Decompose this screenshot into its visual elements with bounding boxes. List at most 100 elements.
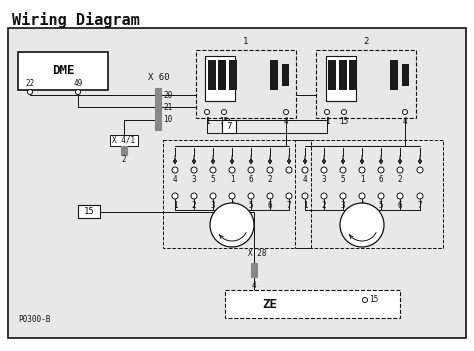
Bar <box>339 60 347 90</box>
Text: X 4/1: X 4/1 <box>112 135 136 145</box>
Text: 22: 22 <box>26 79 35 88</box>
Text: 2: 2 <box>398 175 402 184</box>
Text: 1: 1 <box>243 37 249 46</box>
Text: 15: 15 <box>339 117 348 126</box>
Text: Wiring Diagram: Wiring Diagram <box>12 12 140 28</box>
Text: ZE: ZE <box>262 298 277 311</box>
Text: 3: 3 <box>210 201 215 210</box>
Circle shape <box>210 193 216 199</box>
Circle shape <box>397 167 403 173</box>
Circle shape <box>340 203 384 247</box>
Text: 4: 4 <box>283 117 288 126</box>
Text: X 60: X 60 <box>148 73 170 82</box>
Bar <box>295 140 443 248</box>
Text: 4: 4 <box>303 175 307 184</box>
Text: 1: 1 <box>205 117 210 126</box>
Bar <box>78 205 100 218</box>
Circle shape <box>286 193 292 199</box>
Text: 2: 2 <box>268 175 272 184</box>
Circle shape <box>340 193 346 199</box>
Text: 20: 20 <box>163 91 172 99</box>
Circle shape <box>359 167 365 173</box>
Bar <box>316 50 416 118</box>
Text: 1: 1 <box>173 201 177 210</box>
Text: 1: 1 <box>230 175 234 184</box>
Circle shape <box>191 193 197 199</box>
Bar <box>326 56 356 101</box>
Bar <box>225 290 400 318</box>
Circle shape <box>229 193 235 199</box>
Bar <box>218 60 226 90</box>
Text: 7: 7 <box>226 122 232 131</box>
Text: 4: 4 <box>252 281 256 290</box>
Text: 3: 3 <box>341 201 346 210</box>
Text: 7: 7 <box>418 201 422 210</box>
Bar <box>251 263 257 277</box>
Bar <box>270 60 278 90</box>
Text: 49: 49 <box>73 79 82 88</box>
Circle shape <box>283 110 289 114</box>
Bar <box>208 60 216 90</box>
Circle shape <box>221 110 227 114</box>
Text: 3: 3 <box>322 175 326 184</box>
Circle shape <box>402 110 408 114</box>
Circle shape <box>378 167 384 173</box>
Text: 5: 5 <box>341 175 346 184</box>
Text: 4: 4 <box>173 175 177 184</box>
Text: 6: 6 <box>398 201 402 210</box>
Bar <box>282 64 289 86</box>
Circle shape <box>417 193 423 199</box>
Text: 21: 21 <box>163 102 172 112</box>
Bar <box>8 28 466 338</box>
Circle shape <box>210 167 216 173</box>
Text: 1: 1 <box>360 175 365 184</box>
Circle shape <box>229 167 235 173</box>
Text: 2: 2 <box>363 37 369 46</box>
Circle shape <box>321 193 327 199</box>
Circle shape <box>363 298 367 303</box>
Circle shape <box>75 90 81 94</box>
Text: 5: 5 <box>379 201 383 210</box>
Bar <box>390 60 398 90</box>
Circle shape <box>286 167 292 173</box>
Text: 1: 1 <box>303 201 307 210</box>
Circle shape <box>321 167 327 173</box>
Text: 4: 4 <box>360 201 365 210</box>
Text: 6: 6 <box>379 175 383 184</box>
Bar <box>402 64 409 86</box>
Text: 5: 5 <box>249 201 253 210</box>
Bar <box>205 56 235 101</box>
Circle shape <box>341 110 346 114</box>
Circle shape <box>417 167 423 173</box>
Circle shape <box>397 193 403 199</box>
Circle shape <box>172 167 178 173</box>
Bar <box>229 60 237 90</box>
Bar <box>222 120 236 133</box>
Text: X 28: X 28 <box>248 249 266 258</box>
Circle shape <box>302 167 308 173</box>
Text: DME: DME <box>52 65 74 78</box>
Text: 7: 7 <box>287 201 292 210</box>
Circle shape <box>267 193 273 199</box>
Circle shape <box>210 203 254 247</box>
Text: 10: 10 <box>163 115 172 125</box>
Text: 6: 6 <box>268 201 272 210</box>
Circle shape <box>340 167 346 173</box>
Text: P0300-B: P0300-B <box>18 316 50 325</box>
Circle shape <box>302 193 308 199</box>
Circle shape <box>267 167 273 173</box>
Bar <box>18 52 108 90</box>
Bar <box>163 140 311 248</box>
Circle shape <box>325 110 329 114</box>
Bar <box>349 60 357 90</box>
Text: 15: 15 <box>83 207 94 216</box>
Circle shape <box>248 193 254 199</box>
Circle shape <box>172 193 178 199</box>
Circle shape <box>204 110 210 114</box>
Text: 1: 1 <box>325 117 329 126</box>
Circle shape <box>248 167 254 173</box>
Text: 2: 2 <box>122 154 126 164</box>
Text: 4: 4 <box>403 117 407 126</box>
Text: 15: 15 <box>219 117 228 126</box>
Text: 2: 2 <box>191 201 196 210</box>
